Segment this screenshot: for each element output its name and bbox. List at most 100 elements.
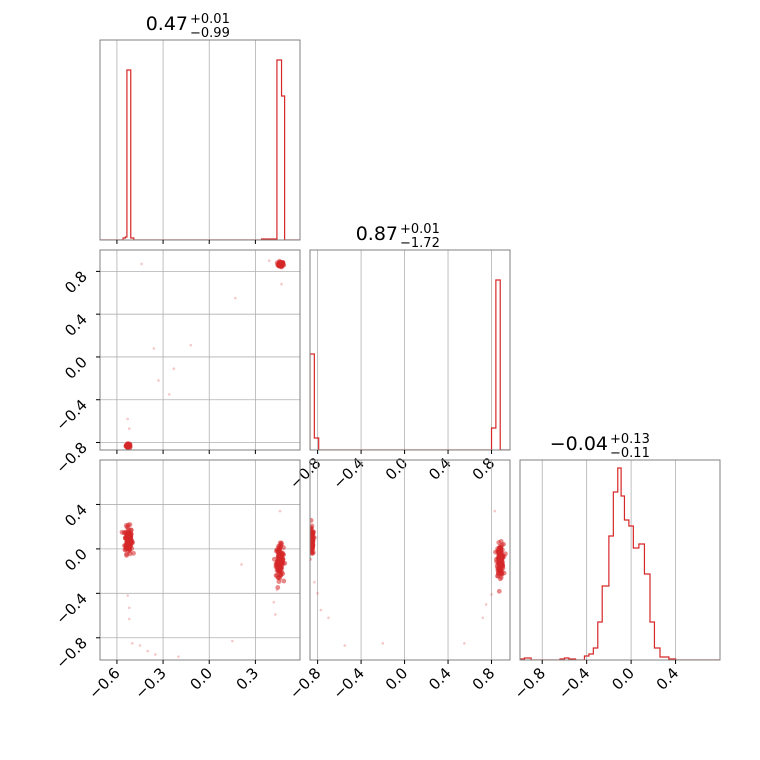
density-core — [276, 550, 283, 572]
y-tick-label: 0.8 — [61, 267, 91, 297]
sample-point — [310, 550, 315, 556]
y-tick-label: 0.4 — [61, 501, 91, 531]
sample-point — [498, 574, 504, 580]
x-tick-label: 0.0 — [186, 664, 216, 694]
outlier-point — [343, 644, 347, 647]
panel-title-lower-error: −1.72 — [400, 236, 440, 251]
outlier-point — [126, 594, 129, 597]
outlier-point — [127, 606, 131, 610]
axes-frame — [99, 249, 301, 451]
outlier-point — [127, 427, 131, 430]
sample-point — [310, 523, 315, 529]
outlier-point — [316, 592, 319, 595]
outlier-point — [127, 617, 131, 621]
histogram-step — [520, 467, 720, 660]
sample-point — [501, 541, 506, 547]
outlier-point — [189, 343, 193, 347]
sample-point — [273, 573, 279, 578]
panel-title: 0.47 — [146, 13, 188, 35]
y-tick-label: 0.4 — [61, 310, 91, 340]
axes-frame — [99, 39, 301, 241]
outlier-point — [381, 642, 385, 645]
x-tick-label: 0.4 — [425, 664, 455, 694]
x-tick-label: 0.8 — [469, 664, 499, 694]
sample-point — [276, 579, 282, 584]
panel-title-lower-error: −0.99 — [190, 26, 230, 41]
panel-content — [100, 59, 300, 240]
sample-point — [496, 588, 502, 594]
sample-point — [275, 585, 281, 590]
panel-content — [520, 467, 720, 660]
sample-point — [496, 540, 502, 545]
axes-frame — [99, 459, 301, 661]
sample-point — [131, 550, 136, 556]
x-tick-label: −0.8 — [286, 664, 324, 702]
outlier-point — [240, 563, 243, 566]
outlier-point — [274, 613, 277, 616]
sample-point — [497, 570, 503, 576]
sample-point — [278, 573, 284, 578]
outlier-point — [146, 649, 149, 653]
sample-point — [281, 578, 287, 584]
x-tick-label: 0.0 — [608, 664, 638, 694]
x-tick-label: 0.0 — [382, 664, 412, 694]
y-tick-label: −0.4 — [52, 396, 90, 434]
panel-1-1: 0.87 +0.01−1.72−0.8 −0.4 0.0 0.4 0.8 — [286, 222, 511, 493]
outlier-point — [490, 593, 493, 596]
outlier-point — [484, 603, 488, 606]
y-tick-label: −0.8 — [52, 634, 90, 672]
panel-title: 0.87 — [356, 223, 398, 245]
outlier-point — [231, 639, 234, 643]
axes-frame — [309, 459, 511, 661]
y-tick-label: −0.4 — [52, 589, 90, 627]
outlier-point — [272, 600, 276, 604]
x-tick-label: 0.8 — [469, 454, 499, 484]
outlier-point — [280, 282, 283, 286]
outlier-point — [267, 259, 271, 262]
panel-title-upper-error: +0.13 — [610, 432, 650, 447]
panel-title-lower-error: −0.11 — [610, 446, 650, 461]
outlier-point — [327, 616, 330, 620]
panel-2-2: −0.04 +0.13−0.11 −0.8 −0.4 0.0 0.4 — [511, 432, 721, 703]
sample-point — [124, 552, 129, 558]
density-core — [497, 549, 504, 571]
x-tick-label: −0.4 — [555, 664, 593, 702]
outlier-point — [481, 616, 485, 620]
density-core — [310, 532, 315, 552]
panel-content — [310, 509, 508, 647]
outlier-point — [167, 393, 171, 396]
sample-point — [498, 544, 503, 550]
outlier-point — [234, 296, 237, 300]
sample-point — [310, 517, 314, 523]
sample-point — [125, 522, 131, 528]
x-tick-label: 0.4 — [653, 664, 683, 694]
panel-content — [123, 258, 287, 450]
panel-content — [310, 279, 510, 450]
axes-frame — [519, 459, 721, 661]
outlier-point — [463, 642, 466, 645]
outlier-point — [138, 644, 142, 647]
outlier-point — [152, 347, 156, 350]
x-tick-label: 0.0 — [382, 454, 412, 484]
outlier-point — [177, 655, 180, 658]
outlier-point — [275, 588, 279, 592]
panel-title: −0.04 — [550, 433, 608, 455]
panel-2-0: −0.6 −0.3 0.0 0.3 −0.8 −0.4 0.0 0.4 — [52, 459, 301, 703]
density-core — [125, 530, 132, 550]
panel-0-0: 0.47 +0.01−0.99 — [99, 12, 301, 244]
outlier-point — [172, 367, 176, 371]
outlier-point — [319, 608, 323, 612]
x-tick-label: −0.8 — [511, 664, 549, 702]
histogram-step — [100, 59, 300, 240]
panel-1-0: −0.8 −0.4 0.0 0.4 0.8 — [52, 249, 301, 477]
panel-2-1: −0.8 −0.4 0.0 0.4 0.8 — [286, 459, 511, 703]
outlier-point — [126, 417, 129, 421]
sample-point — [501, 570, 507, 576]
outlier-point — [140, 262, 143, 266]
density-core — [277, 261, 284, 268]
outlier-point — [313, 580, 316, 584]
y-tick-label: 0.0 — [61, 353, 91, 383]
sample-point — [310, 556, 312, 562]
x-tick-label: 0.4 — [425, 454, 455, 484]
